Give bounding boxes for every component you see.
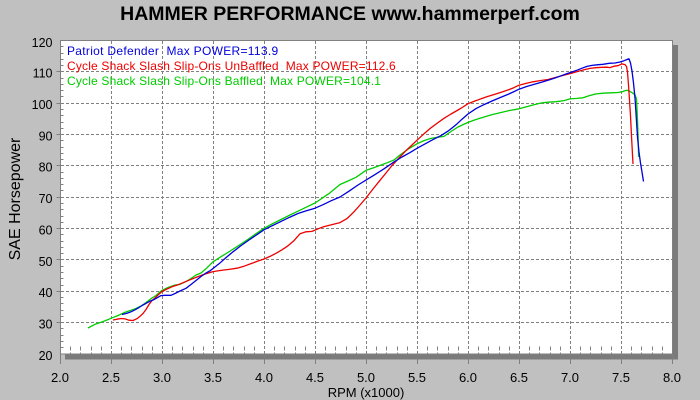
svg-text:3.5: 3.5 [204,370,222,385]
svg-text:4.5: 4.5 [306,370,324,385]
svg-text:HAMMER PERFORMANCE www.hammerp: HAMMER PERFORMANCE www.hammerperf.com [120,3,580,25]
svg-text:RPM (x1000): RPM (x1000) [328,385,405,400]
svg-text:80: 80 [39,161,53,175]
svg-text:Cycle Shack Slash Slip-Ons UnB: Cycle Shack Slash Slip-Ons UnBaffled Max… [67,59,396,73]
svg-text:3.0: 3.0 [153,370,171,385]
svg-text:20: 20 [39,349,53,363]
svg-text:7.0: 7.0 [561,370,579,385]
svg-text:5.5: 5.5 [408,370,426,385]
svg-text:5.0: 5.0 [357,370,375,385]
svg-text:60: 60 [39,223,53,237]
svg-text:6.5: 6.5 [510,370,528,385]
svg-text:2.5: 2.5 [102,370,120,385]
svg-text:40: 40 [39,286,53,300]
svg-text:120: 120 [32,36,53,50]
svg-text:8.0: 8.0 [663,370,681,385]
svg-text:50: 50 [39,255,53,269]
svg-text:30: 30 [39,317,53,331]
svg-text:7.5: 7.5 [612,370,630,385]
svg-text:SAE Horsepower: SAE Horsepower [7,137,24,260]
svg-text:100: 100 [32,98,53,112]
svg-text:110: 110 [33,67,53,81]
svg-text:Cycle Shack Slash Slip-Ons Baf: Cycle Shack Slash Slip-Ons Baffled Max P… [67,74,381,88]
svg-text:90: 90 [39,129,53,143]
svg-text:6.0: 6.0 [459,370,477,385]
svg-text:2.0: 2.0 [51,370,69,385]
svg-text:4.0: 4.0 [255,370,273,385]
svg-text:70: 70 [39,192,53,206]
svg-text:Patriot Defender Max POWER=11: Patriot Defender Max POWER=113.9 [67,44,278,58]
